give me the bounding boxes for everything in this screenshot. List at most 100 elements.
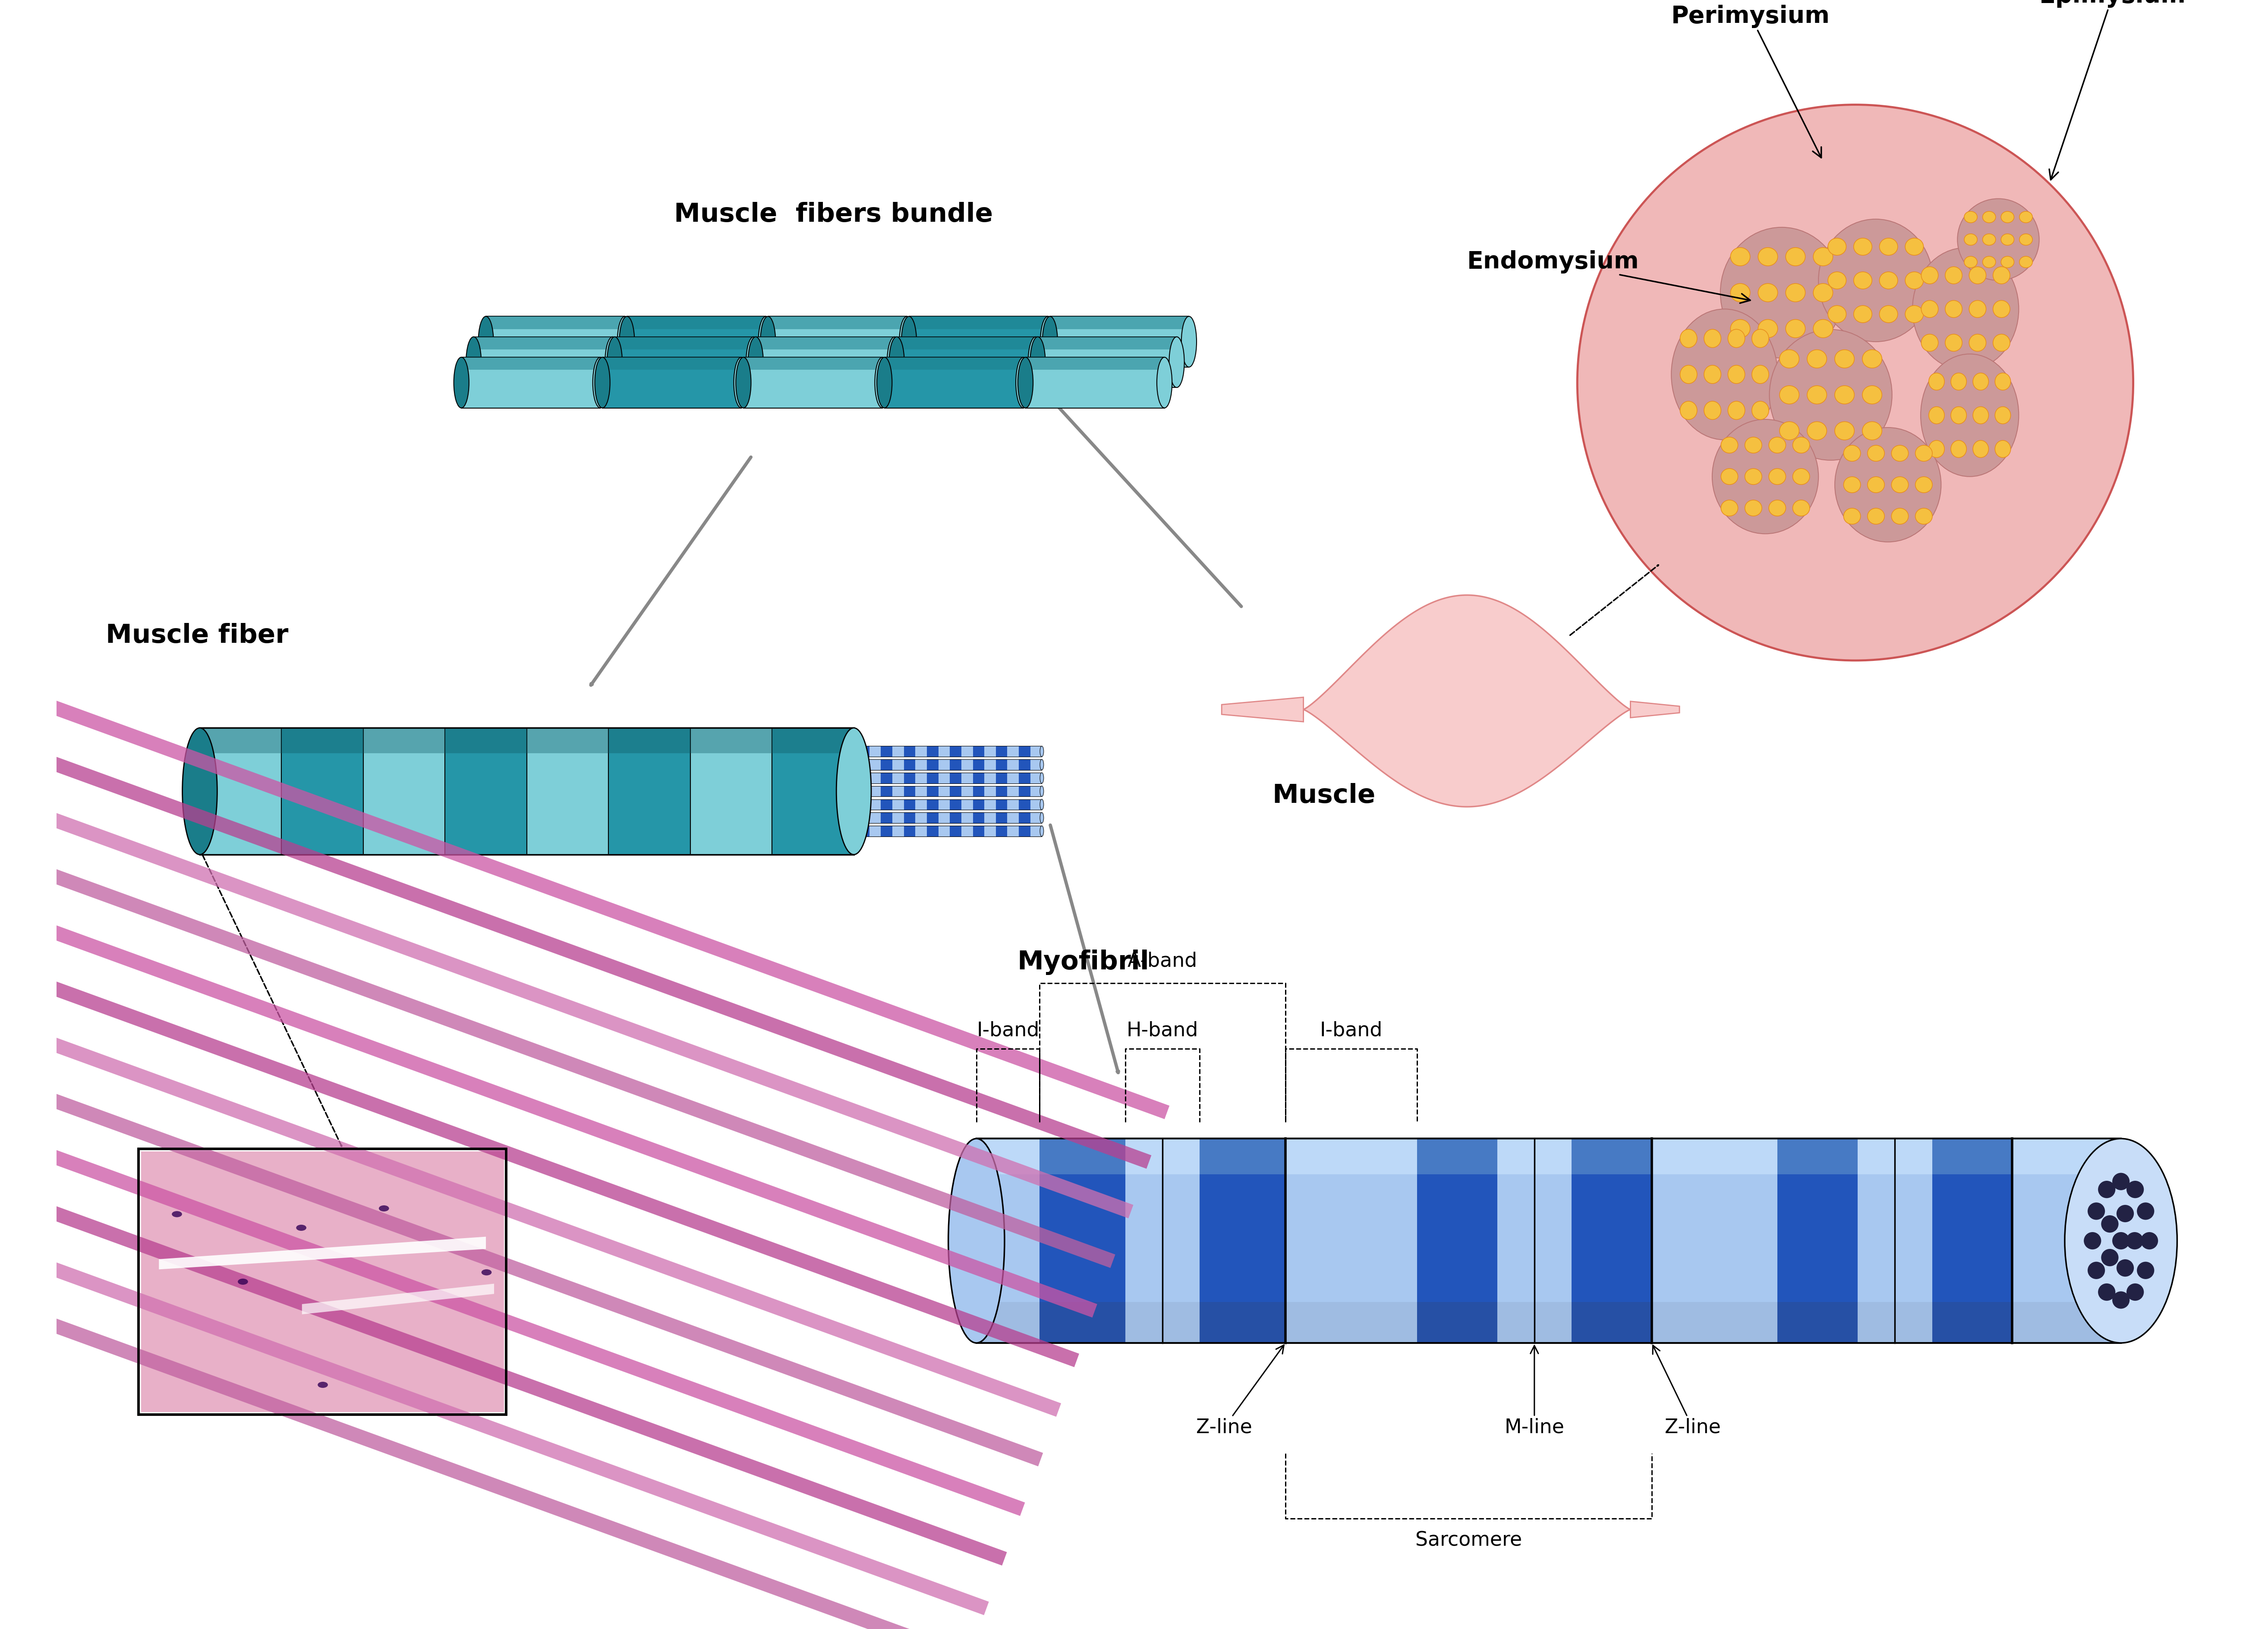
Ellipse shape bbox=[1703, 329, 1721, 347]
Ellipse shape bbox=[1780, 386, 1799, 404]
Ellipse shape bbox=[2000, 212, 2014, 223]
Ellipse shape bbox=[1844, 477, 1860, 492]
Polygon shape bbox=[984, 772, 996, 784]
Polygon shape bbox=[460, 357, 601, 407]
Polygon shape bbox=[857, 746, 869, 757]
Polygon shape bbox=[869, 826, 880, 836]
Polygon shape bbox=[755, 337, 894, 388]
Ellipse shape bbox=[1041, 316, 1055, 367]
Ellipse shape bbox=[1905, 306, 1923, 323]
Text: Muscle  fibers bundle: Muscle fibers bundle bbox=[674, 202, 993, 228]
Polygon shape bbox=[962, 813, 973, 823]
Circle shape bbox=[2084, 1232, 2100, 1249]
Polygon shape bbox=[905, 800, 916, 810]
Polygon shape bbox=[909, 316, 1048, 367]
Polygon shape bbox=[928, 826, 939, 836]
Ellipse shape bbox=[1994, 267, 2009, 283]
Polygon shape bbox=[880, 759, 891, 771]
Polygon shape bbox=[984, 785, 996, 797]
Polygon shape bbox=[880, 826, 891, 836]
Ellipse shape bbox=[1812, 248, 1833, 266]
Polygon shape bbox=[962, 746, 973, 757]
Polygon shape bbox=[916, 826, 928, 836]
Polygon shape bbox=[1497, 1139, 1572, 1342]
Polygon shape bbox=[689, 728, 771, 753]
Ellipse shape bbox=[172, 1210, 181, 1217]
Polygon shape bbox=[0, 1049, 1007, 1565]
Circle shape bbox=[2136, 1202, 2155, 1220]
Polygon shape bbox=[744, 357, 882, 370]
Ellipse shape bbox=[1769, 437, 1785, 453]
Text: Endomysium: Endomysium bbox=[1467, 249, 1751, 303]
Polygon shape bbox=[869, 759, 880, 771]
Polygon shape bbox=[615, 337, 753, 350]
Polygon shape bbox=[885, 357, 1023, 370]
Ellipse shape bbox=[2019, 212, 2032, 223]
Circle shape bbox=[2112, 1232, 2130, 1249]
Ellipse shape bbox=[1030, 337, 1046, 388]
Ellipse shape bbox=[1921, 267, 1939, 283]
Polygon shape bbox=[928, 772, 939, 784]
Polygon shape bbox=[744, 357, 882, 407]
Polygon shape bbox=[0, 751, 1116, 1267]
Text: I-band: I-band bbox=[978, 1021, 1039, 1041]
Ellipse shape bbox=[297, 1225, 306, 1232]
Polygon shape bbox=[1386, 652, 1549, 757]
Text: H-band: H-band bbox=[1127, 1021, 1198, 1041]
Polygon shape bbox=[769, 316, 907, 367]
Polygon shape bbox=[1857, 1302, 1932, 1342]
Polygon shape bbox=[1222, 697, 1304, 722]
Ellipse shape bbox=[1728, 401, 1744, 420]
Polygon shape bbox=[891, 772, 905, 784]
Ellipse shape bbox=[1758, 248, 1778, 266]
Ellipse shape bbox=[1744, 469, 1762, 484]
Ellipse shape bbox=[1808, 422, 1826, 440]
Ellipse shape bbox=[748, 337, 764, 388]
Ellipse shape bbox=[479, 316, 494, 367]
Polygon shape bbox=[0, 1098, 989, 1614]
Polygon shape bbox=[896, 337, 1036, 350]
Ellipse shape bbox=[1853, 306, 1871, 323]
Text: Myofibril: Myofibril bbox=[1018, 950, 1150, 976]
Ellipse shape bbox=[1728, 365, 1744, 383]
Polygon shape bbox=[905, 813, 916, 823]
Polygon shape bbox=[460, 357, 601, 370]
Polygon shape bbox=[1030, 759, 1041, 771]
Polygon shape bbox=[1125, 1139, 1200, 1175]
Ellipse shape bbox=[1835, 427, 1941, 542]
Polygon shape bbox=[1007, 785, 1018, 797]
Ellipse shape bbox=[887, 337, 903, 388]
Ellipse shape bbox=[1946, 334, 1962, 352]
Polygon shape bbox=[978, 1302, 1039, 1342]
Ellipse shape bbox=[1921, 353, 2019, 477]
Polygon shape bbox=[905, 746, 916, 757]
Ellipse shape bbox=[1969, 300, 1987, 318]
Polygon shape bbox=[962, 826, 973, 836]
Polygon shape bbox=[891, 746, 905, 757]
Ellipse shape bbox=[1041, 759, 1043, 771]
Polygon shape bbox=[996, 785, 1007, 797]
Ellipse shape bbox=[1853, 272, 1871, 288]
Polygon shape bbox=[0, 702, 1134, 1218]
Ellipse shape bbox=[1950, 407, 1966, 424]
Ellipse shape bbox=[735, 357, 751, 407]
Polygon shape bbox=[755, 337, 894, 350]
Polygon shape bbox=[1572, 1139, 1651, 1175]
Ellipse shape bbox=[1812, 283, 1833, 301]
Ellipse shape bbox=[1844, 445, 1860, 461]
Polygon shape bbox=[905, 785, 916, 797]
Polygon shape bbox=[1352, 629, 1581, 777]
Circle shape bbox=[2112, 1173, 2130, 1191]
Polygon shape bbox=[1572, 1302, 1651, 1342]
Ellipse shape bbox=[1853, 238, 1871, 256]
Ellipse shape bbox=[1792, 500, 1810, 516]
Circle shape bbox=[2087, 1202, 2105, 1220]
Ellipse shape bbox=[1812, 319, 1833, 337]
Polygon shape bbox=[891, 759, 905, 771]
Polygon shape bbox=[1039, 337, 1177, 388]
Ellipse shape bbox=[181, 728, 218, 855]
Ellipse shape bbox=[1769, 329, 1892, 461]
Ellipse shape bbox=[1721, 228, 1844, 358]
Polygon shape bbox=[474, 337, 612, 350]
Ellipse shape bbox=[1721, 437, 1737, 453]
